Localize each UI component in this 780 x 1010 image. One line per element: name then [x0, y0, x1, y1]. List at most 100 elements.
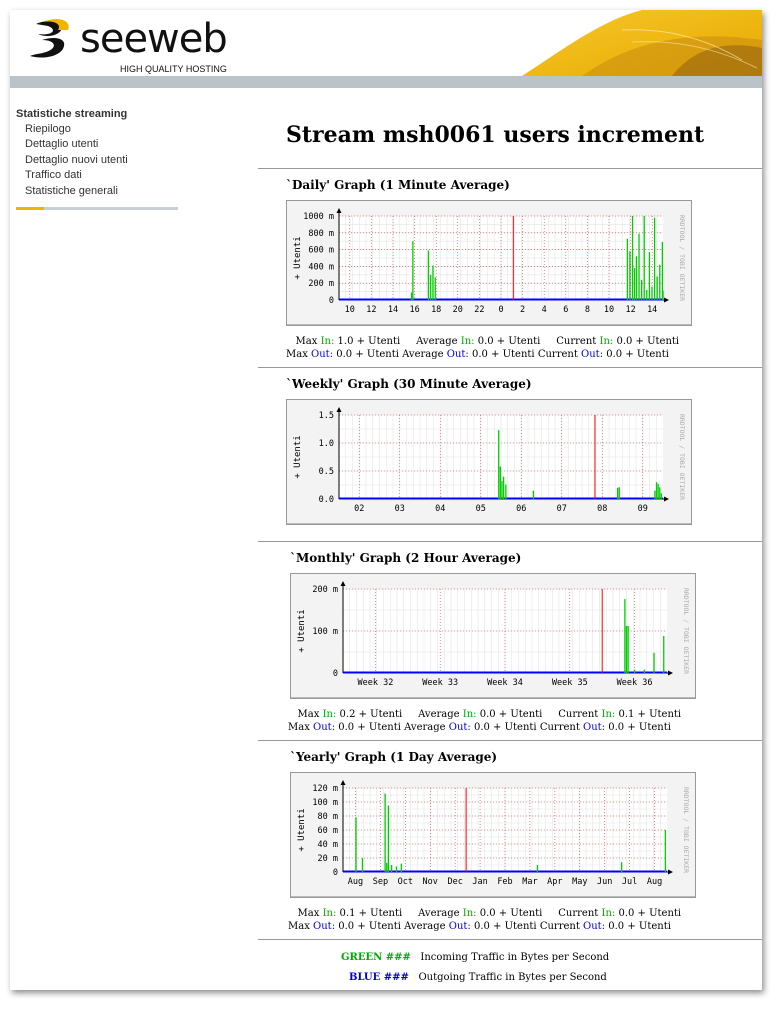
stat-label-in: In:: [322, 709, 337, 720]
x-tick-label: Dec: [447, 877, 462, 887]
rrdtool-credit-label: RRDTOOL / TOBI OETIKER: [682, 588, 690, 674]
x-tick-label: 14: [388, 305, 398, 315]
x-tick-label: Jul: [622, 877, 637, 887]
monthly-stats-in-row: Max In: 0.2 + Utenti Average In: 0.0 + U…: [288, 708, 682, 721]
x-tick-label: 10: [604, 305, 614, 315]
x-tick-label: 12: [625, 305, 635, 315]
stat-label-in: In:: [460, 336, 475, 347]
stat-label-average: Average: [416, 336, 458, 347]
stat-label-max: Max: [297, 908, 320, 919]
seeweb-logo-icon: [30, 19, 69, 58]
y-tick-label: 0: [329, 296, 334, 306]
stat-out-average: 0.0 + Utenti: [473, 722, 537, 733]
x-tick-label: Aug: [647, 877, 662, 887]
x-tick-label: Nov: [423, 877, 438, 887]
x-tick-label: 14: [647, 305, 657, 315]
x-tick-label: 16: [409, 305, 419, 315]
stat-label-max: Max: [295, 336, 318, 347]
yearly-graph: 120 m 100 m 80 m 60 m 40 m 20 m 0 Aug Sep Oct Nov D…: [290, 772, 696, 898]
graph-heading-yearly: `Yearly' Graph (1 Day Average): [290, 750, 498, 764]
stat-label-out: Out:: [313, 921, 336, 932]
stat-label-out: Out:: [583, 921, 606, 932]
x-tick-label: Oct: [398, 877, 413, 887]
stat-label-current: Current: [558, 908, 599, 919]
x-tick-label: 07: [557, 504, 567, 514]
y-axis-arrow: [336, 407, 342, 412]
x-tick-label: Week 32: [357, 678, 393, 688]
y-tick-label: 20 m: [318, 854, 338, 864]
y-tick-label: 200 m: [308, 279, 334, 289]
y-tick-label: 0.5: [319, 467, 334, 477]
sidebar-title: Statistiche streaming: [16, 108, 128, 120]
stat-in-average: 0.0 + Utenti: [477, 336, 541, 347]
stat-label-in: In:: [601, 908, 616, 919]
stat-label-average: Average: [418, 908, 460, 919]
header-banner-image: [522, 10, 762, 76]
stat-label-out: Out:: [581, 349, 604, 360]
stat-in-average: 0.0 + Utenti: [479, 908, 543, 919]
x-tick-label: Jan: [472, 877, 487, 887]
yearly-stats-out-row: Max Out: 0.0 + Utenti Average Out: 0.0 +…: [288, 920, 681, 933]
y-tick-label: 1.5: [319, 411, 334, 421]
stat-label-average: Average: [404, 921, 446, 932]
monthly-stats-out-row: Max Out: 0.0 + Utenti Average Out: 0.0 +…: [288, 721, 681, 734]
stat-label-in: In:: [320, 336, 335, 347]
y-tick-label: 0: [333, 669, 338, 679]
y-tick-label: 1000 m: [303, 212, 334, 222]
daily-stats-in-row: Max In: 1.0 + Utenti Average In: 0.0 + U…: [286, 335, 680, 348]
x-axis-arrow: [664, 496, 669, 502]
x-tick-label: 12: [366, 305, 376, 315]
x-tick-label: 4: [542, 305, 547, 315]
stat-label-in: In:: [601, 709, 616, 720]
stat-label-current: Current: [539, 722, 580, 733]
stat-out-max: 0.0 + Utenti: [338, 921, 401, 932]
x-tick-label: 2: [520, 305, 525, 315]
y-tick-label: 60 m: [318, 826, 338, 836]
stat-label-current: Current: [558, 709, 599, 720]
x-tick-label: 18: [431, 305, 441, 315]
x-tick-label: 06: [516, 504, 526, 514]
y-tick-label: 600 m: [308, 246, 334, 256]
stat-in-average: 0.0 + Utenti: [479, 709, 543, 720]
stat-out-current: 0.0 + Utenti: [606, 349, 669, 360]
sidebar-item-dettaglio-nuovi-utenti[interactable]: Dettaglio nuovi utenti: [25, 153, 128, 166]
monthly-graph: 200 m 100 m 0 Week 32 Week 33 Week 34 Week 35 W…: [290, 573, 696, 699]
sidebar-item-statistiche-generali[interactable]: Statistiche generali: [25, 184, 118, 197]
sidebar-nav: Statistiche streaming Riepilogo Dettagli…: [16, 108, 182, 211]
divider: [258, 541, 762, 542]
x-tick-label: Week 36: [617, 678, 653, 688]
sidebar-item-riepilogo[interactable]: Riepilogo: [25, 123, 71, 135]
stat-in-max: 0.2 + Utenti: [339, 709, 403, 720]
x-tick-label: Aug: [348, 877, 363, 887]
stat-label-out: Out:: [313, 722, 336, 733]
seeweb-logo[interactable]: seeweb HIGH QUALITY HOSTING: [28, 16, 228, 74]
daily-stats-out-row: Max Out: 0.0 + Utenti Average Out: 0.0 +…: [286, 348, 679, 361]
divider: [258, 740, 762, 741]
stat-label-in: In:: [462, 908, 477, 919]
x-tick-label: 8: [585, 305, 590, 315]
graph-heading-daily: `Daily' Graph (1 Minute Average): [286, 178, 510, 192]
stat-label-in: In:: [599, 336, 614, 347]
y-tick-label: 40 m: [318, 840, 338, 850]
stat-out-max: 0.0 + Utenti: [338, 722, 401, 733]
yearly-stats-in-row: Max In: 0.1 + Utenti Average In: 0.0 + U…: [288, 907, 682, 920]
yearly-stats: Max In: 0.1 + Utenti Average In: 0.0 + U…: [288, 907, 681, 933]
y-tick-label: 100 m: [312, 798, 338, 808]
x-tick-label: 05: [476, 504, 486, 514]
stat-out-average: 0.0 + Utenti: [473, 921, 537, 932]
x-axis-arrow: [664, 297, 669, 303]
stat-label-current: Current: [556, 336, 597, 347]
legend-green: GREEN ### Incoming Traffic in Bytes per …: [341, 952, 609, 963]
sidebar-item-dettaglio-utenti[interactable]: Dettaglio utenti: [25, 138, 99, 151]
stat-out-current: 0.0 + Utenti: [608, 722, 671, 733]
sidebar-item-traffico-dati[interactable]: Traffico dati: [25, 169, 82, 182]
x-tick-label: 09: [638, 504, 648, 514]
stat-label-max: Max: [288, 722, 310, 733]
legend-blue: BLUE ### Outgoing Traffic in Bytes per S…: [349, 972, 607, 983]
stat-label-max: Max: [286, 349, 308, 360]
stat-label-current: Current: [539, 921, 580, 932]
x-tick-label: Week 33: [422, 678, 458, 688]
page-frame: seeweb HIGH QUALITY HOSTING Statistiche …: [10, 10, 762, 990]
x-tick-label: 08: [597, 504, 607, 514]
